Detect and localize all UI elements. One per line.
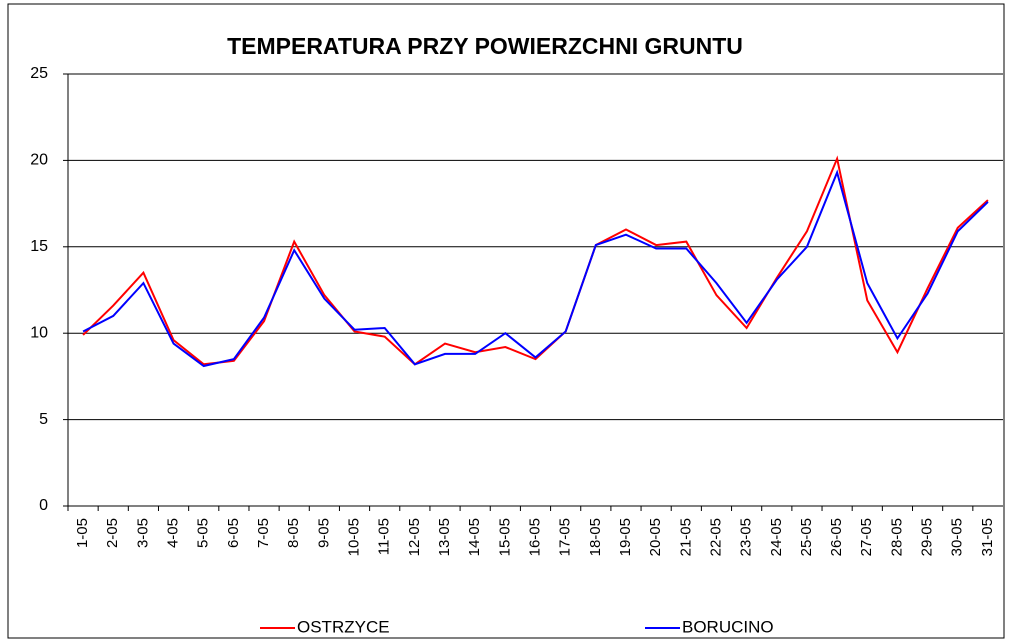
x-tick-label: 9-05 bbox=[315, 518, 332, 548]
x-tick-label: 1-05 bbox=[74, 518, 91, 548]
y-tick-label: 0 bbox=[39, 497, 48, 514]
x-tick-label: 25-05 bbox=[798, 518, 815, 556]
x-tick-label: 17-05 bbox=[557, 518, 574, 556]
y-tick-label: 10 bbox=[30, 324, 48, 341]
x-tick-label: 23-05 bbox=[738, 518, 755, 556]
x-tick-label: 13-05 bbox=[436, 518, 453, 556]
x-tick-label: 24-05 bbox=[768, 518, 785, 556]
x-tick-label: 26-05 bbox=[828, 518, 845, 556]
x-tick-label: 28-05 bbox=[888, 518, 905, 556]
y-tick-label: 25 bbox=[30, 65, 48, 82]
x-tick-label: 4-05 bbox=[165, 518, 182, 548]
y-tick-label: 20 bbox=[30, 152, 48, 169]
y-tick-label: 5 bbox=[39, 411, 48, 428]
x-tick-label: 15-05 bbox=[496, 518, 513, 556]
x-tick-label: 6-05 bbox=[225, 518, 242, 548]
x-tick-label: 7-05 bbox=[255, 518, 272, 548]
chart-border bbox=[7, 3, 1005, 639]
x-tick-label: 21-05 bbox=[677, 518, 694, 556]
x-tick-label: 18-05 bbox=[587, 518, 604, 556]
legend-label: OSTRZYCE bbox=[297, 617, 390, 636]
legend-label: BORUCINO bbox=[682, 617, 774, 636]
x-tick-label: 16-05 bbox=[526, 518, 543, 556]
line-series bbox=[82, 169, 989, 368]
chart-title: TEMPERATURA PRZY POWIERZCHNI GRUNTU bbox=[227, 33, 743, 59]
x-tick-label: 20-05 bbox=[647, 518, 664, 556]
x-tick-label: 31-05 bbox=[979, 518, 996, 556]
x-tick-label: 11-05 bbox=[376, 518, 393, 555]
x-tick-label: 10-05 bbox=[346, 518, 363, 556]
x-tick-label: 3-05 bbox=[134, 518, 151, 548]
x-tick-label: 30-05 bbox=[949, 518, 966, 556]
x-tick-label: 29-05 bbox=[919, 518, 936, 556]
y-tick-label: 15 bbox=[30, 238, 48, 255]
x-tick-label: 19-05 bbox=[617, 518, 634, 556]
line-series bbox=[82, 155, 989, 366]
x-tick-label: 14-05 bbox=[466, 518, 483, 556]
x-tick-label: 8-05 bbox=[285, 518, 302, 548]
x-tick-label: 22-05 bbox=[707, 518, 724, 556]
x-tick-label: 2-05 bbox=[104, 518, 121, 548]
x-tick-label: 12-05 bbox=[406, 518, 423, 556]
x-tick-label: 27-05 bbox=[858, 518, 875, 556]
x-tick-label: 5-05 bbox=[195, 518, 212, 548]
